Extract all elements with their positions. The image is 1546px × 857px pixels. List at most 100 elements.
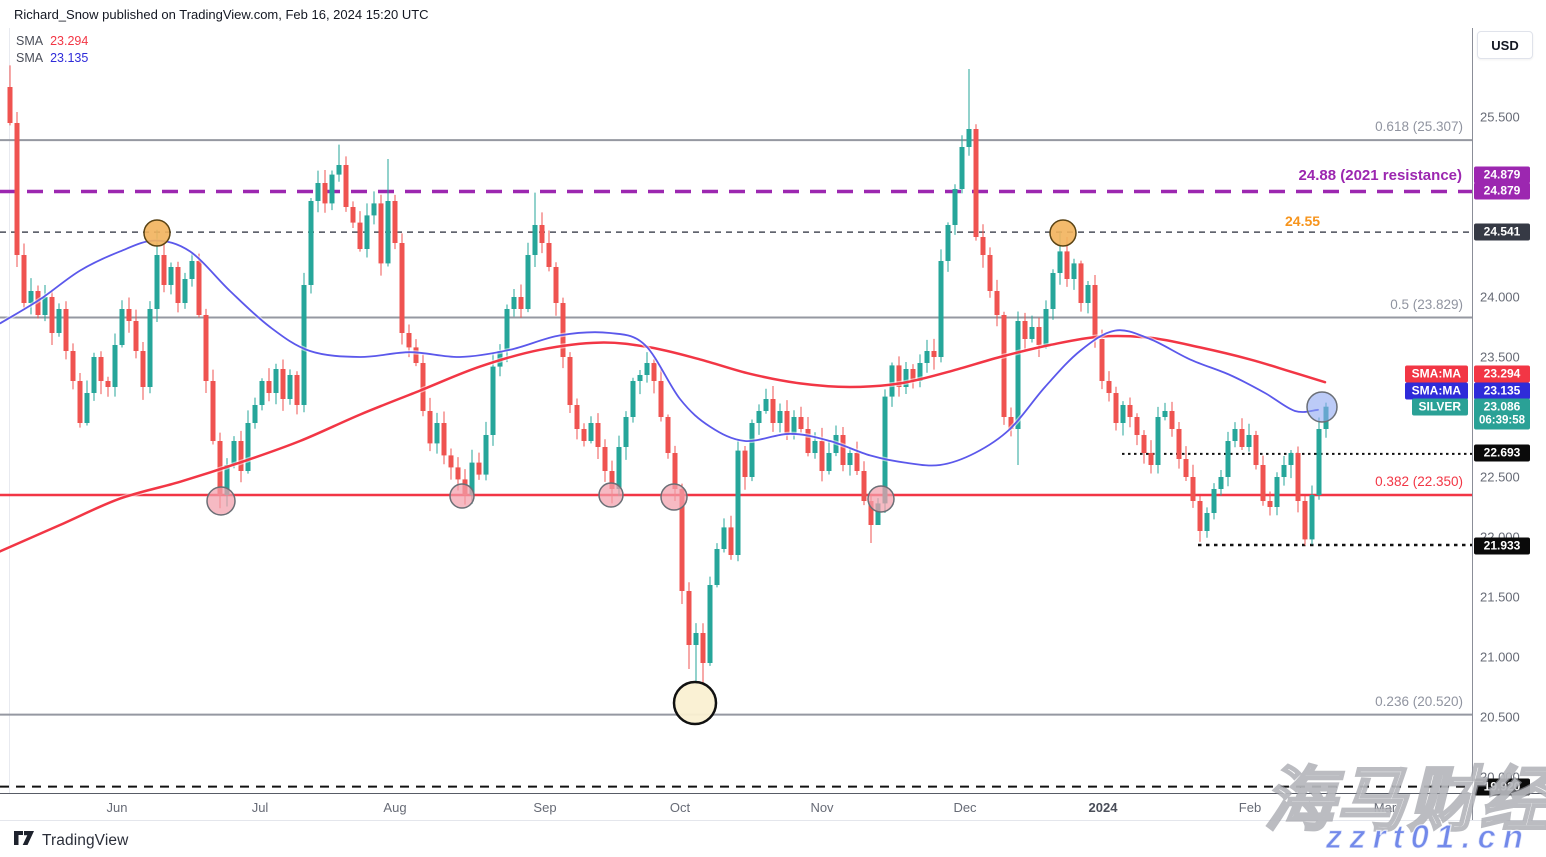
candle-body [868,501,874,525]
candle-body [840,435,846,465]
candle-body [1316,429,1322,495]
candle-body [651,363,657,381]
publication-title: Richard_Snow published on TradingView.co… [14,7,429,22]
candle-body [931,351,937,357]
candle-body [721,527,727,549]
candle-body [350,207,356,223]
candle-body [98,357,104,381]
marker-support-circle-3[interactable] [598,482,624,508]
sma1-label: SMA [16,34,44,48]
candle-body [1197,501,1203,531]
marker-support-circle-1[interactable] [206,486,236,516]
sma-legend-row-1[interactable]: SMA 23.294 [16,33,88,50]
candle-body [287,375,293,399]
series-tag-sma-ma: SMA:MA [1404,365,1468,383]
candle-body [1246,435,1252,447]
candle-body [826,453,832,471]
candle-body [224,465,230,495]
candle-body [1078,263,1084,303]
watermark-url: zzrt01.cn [1325,817,1530,855]
candle-body [42,297,48,315]
marker-entry-circle-jan[interactable] [1049,219,1077,247]
time-tick-Sep: Sep [533,800,557,815]
candle-body [301,285,307,405]
sma-legend-row-2[interactable]: SMA 23.135 [16,50,88,67]
candle-body [105,381,111,387]
level-label-fib-05: 0.5 (23.829) [1390,296,1463,312]
candle-body [1120,405,1126,423]
level-label-fib-0382: 0.382 (22.350) [1375,474,1463,489]
candle-body [728,527,734,555]
candle-body [1043,309,1049,345]
candle-body [77,381,83,423]
candle-body [154,255,160,309]
candle-body [707,585,713,663]
candle-body [1169,411,1175,429]
marker-current-circle[interactable] [1306,391,1338,423]
candle-body [1267,501,1273,507]
candle-body [1183,459,1189,477]
candle-body [448,455,454,468]
resistance-annotation[interactable]: 24.88 (2021 resistance) [1298,167,1462,184]
candle-body [259,381,265,405]
price-label-23.135: 23.135 [1474,382,1530,400]
tradingview-footer[interactable]: TradingView [14,830,128,852]
candle-body [147,309,153,387]
candle-body [1134,417,1140,435]
candle-body [1155,417,1161,465]
level-2455-annotation[interactable]: 24.55 [1285,213,1321,229]
sma-blue-line[interactable] [0,239,1319,467]
marker-support-circle-2[interactable] [449,483,475,509]
candle-body [245,423,251,471]
candle-body [693,633,699,645]
time-tick-Jun: Jun [106,800,128,815]
price-axis-border [1472,28,1473,820]
candle-body [385,201,391,264]
candle-body [1127,405,1133,417]
plot-left-border [9,28,10,793]
candle-body [1001,315,1007,417]
candle-body [616,447,622,489]
candle-body [1288,453,1294,465]
candle-body [819,441,825,471]
candle-body [980,237,986,255]
candle-body [959,147,965,189]
candle-body [700,633,706,663]
candle-body [273,369,279,393]
candle-body [231,441,237,465]
indicator-legend: SMA 23.294 SMA 23.135 [16,33,88,67]
marker-support-circle-5[interactable] [867,485,895,513]
candle-body [133,321,139,351]
candle-body [1239,429,1245,447]
currency-toggle-button[interactable]: USD [1477,31,1533,59]
candle-body [476,462,482,475]
marker-entry-circle-jun[interactable] [143,219,171,247]
candle-body [973,129,979,237]
candle-body [630,381,636,417]
candle-body [546,243,552,267]
candle-body [798,417,804,429]
candle-body [413,347,419,363]
candle-body [1302,501,1308,540]
candle-body [455,467,461,480]
candle-body [1281,465,1287,477]
candle-body [1113,393,1119,423]
candle-body [805,429,811,453]
candle-body [378,203,384,264]
candle-body [315,183,321,201]
candle-body [1022,321,1028,339]
price-label-22.693: 22.693 [1474,444,1530,462]
marker-bottom-circle-oct[interactable] [672,680,718,726]
candle-body [812,441,818,453]
time-tick-Dec: Dec [953,800,977,815]
candle-body [266,381,272,393]
candle-body [609,471,615,489]
candle-body [168,267,174,285]
marker-support-circle-4[interactable] [660,483,688,511]
candle-body [784,411,790,435]
candle-body [791,417,797,435]
candle-body [1106,381,1112,393]
candle-body [1057,251,1063,273]
candle-body [7,87,13,123]
